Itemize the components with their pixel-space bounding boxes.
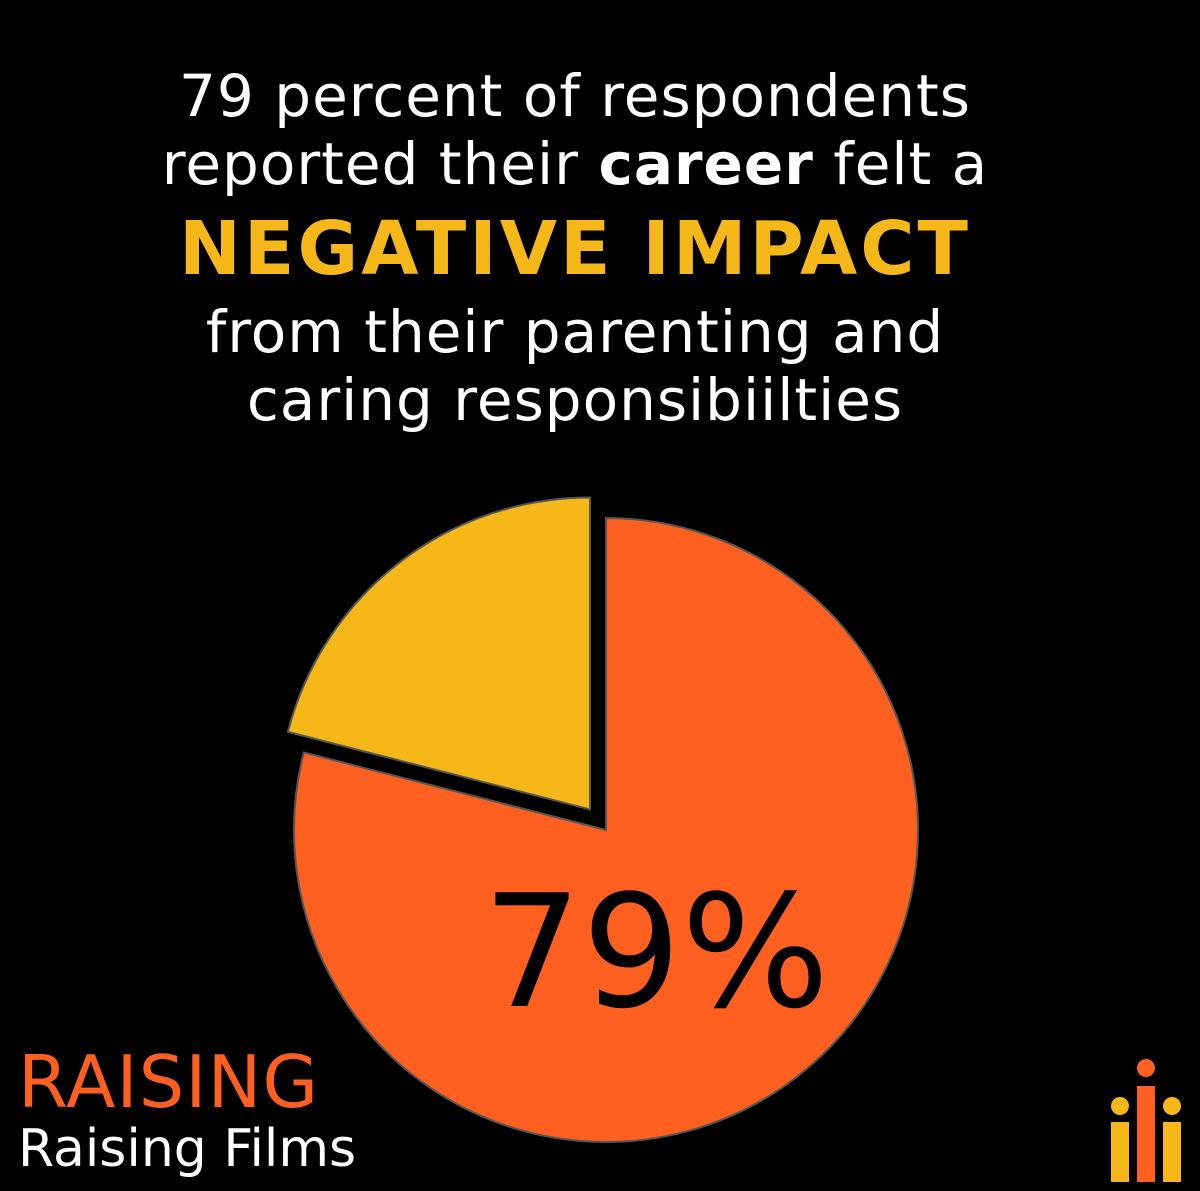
headline-line-2-end: felt a [813, 130, 989, 198]
pie-slice-2 [286, 496, 592, 811]
headline-emphasis: NEGATIVE IMPACT [178, 206, 971, 292]
logo-name: Raising Films [18, 1119, 357, 1179]
logo-name-panel [0, 1110, 392, 1188]
logo-wordmark: RAISING [18, 1040, 320, 1124]
headline: 79 percent of respondents reported their… [60, 62, 1090, 434]
pie-slice-label: 79% [483, 861, 830, 1043]
headline-line-4: from their parenting and [205, 298, 945, 366]
pie-slices [286, 496, 919, 1143]
pie-slice-1 [293, 516, 919, 1143]
headline-line-2-start: reported their [161, 130, 599, 198]
headline-line-2: reported their career felt a [60, 130, 1090, 198]
headline-line-5: caring responsibiilties [246, 366, 904, 434]
raising-films-bars-icon [1111, 1059, 1181, 1182]
headline-career-word: career [598, 130, 814, 198]
headline-line-1: 79 percent of respondents [179, 62, 971, 130]
